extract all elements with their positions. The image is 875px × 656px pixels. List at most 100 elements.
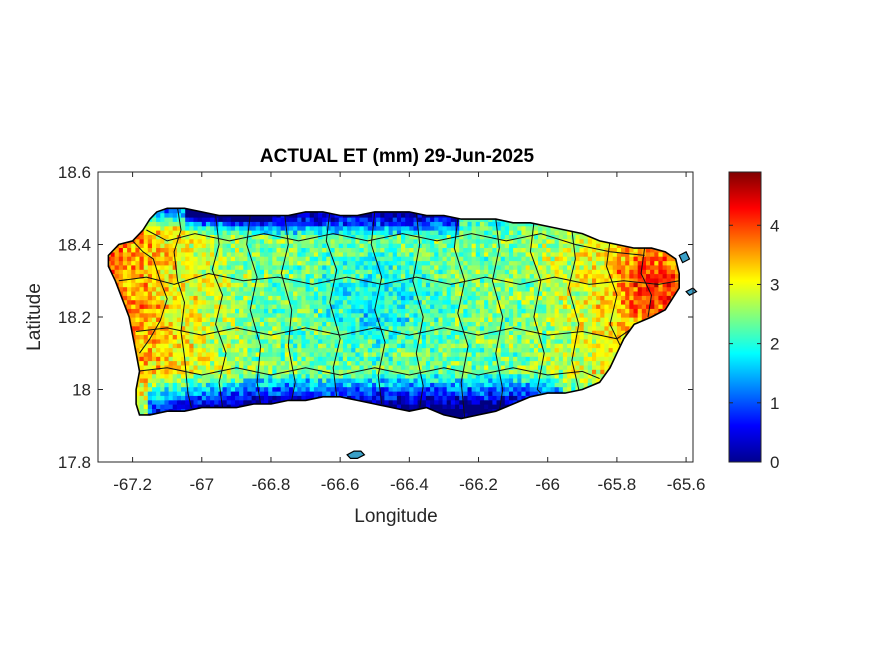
raster-cell (529, 347, 535, 353)
raster-cell (135, 390, 141, 396)
raster-cell (322, 295, 327, 301)
raster-cell (322, 330, 327, 335)
raster-cell (459, 360, 464, 366)
raster-cell (550, 382, 556, 388)
raster-cell (384, 282, 390, 288)
raster-cell (405, 330, 410, 335)
raster-cell (259, 330, 265, 335)
raster-cell (338, 343, 344, 349)
raster-cell (455, 360, 460, 366)
raster-cell (488, 277, 493, 283)
raster-cell (235, 286, 240, 292)
raster-cell (338, 325, 344, 331)
raster-cell (118, 286, 124, 292)
raster-cell (446, 299, 452, 305)
raster-cell (222, 317, 228, 322)
raster-cell (633, 317, 639, 322)
raster-cell (455, 290, 460, 296)
raster-cell (558, 360, 564, 366)
raster-cell (181, 395, 186, 401)
raster-cell (500, 277, 506, 283)
raster-cell (471, 303, 477, 309)
raster-cell (463, 369, 469, 375)
raster-cell (135, 399, 141, 405)
raster-cell (210, 382, 215, 388)
raster-cell (612, 343, 618, 349)
raster-cell (143, 351, 149, 357)
raster-cell (139, 360, 145, 366)
raster-cell (425, 399, 431, 405)
raster-cell (421, 325, 427, 331)
raster-cell (284, 390, 290, 396)
raster-cell (637, 303, 643, 309)
raster-cell (430, 299, 435, 305)
raster-cell (160, 347, 166, 353)
raster-cell (471, 373, 477, 379)
raster-cell (521, 325, 527, 331)
raster-cell (583, 308, 589, 314)
raster-cell (268, 286, 273, 292)
raster-cell (326, 295, 332, 301)
raster-cell (604, 308, 610, 314)
raster-cell (284, 286, 290, 292)
raster-cell (463, 360, 469, 366)
raster-cell (517, 286, 523, 292)
raster-cell (251, 360, 257, 366)
raster-cell (338, 321, 344, 327)
raster-cell (193, 286, 199, 292)
raster-cell (455, 273, 460, 279)
raster-cell (496, 338, 502, 344)
raster-cell (446, 330, 452, 335)
raster-cell (442, 338, 448, 344)
raster-cell (197, 369, 203, 375)
raster-cell (152, 295, 157, 301)
raster-cell (160, 338, 166, 344)
raster-cell (284, 395, 290, 401)
raster-cell (475, 343, 481, 349)
raster-cell (247, 303, 253, 309)
raster-cell (434, 321, 439, 327)
raster-cell (372, 277, 377, 283)
raster-cell (509, 308, 514, 314)
raster-cell (205, 338, 211, 344)
raster-cell (388, 277, 394, 283)
raster-cell (218, 282, 224, 288)
raster-cell (463, 343, 469, 349)
raster-cell (201, 282, 207, 288)
raster-cell (509, 286, 514, 292)
raster-cell (592, 369, 597, 375)
raster-cell (430, 369, 435, 375)
raster-cell (280, 312, 286, 318)
raster-cell (330, 351, 336, 357)
raster-cell (122, 273, 128, 279)
raster-cell (172, 282, 178, 288)
raster-cell (251, 273, 257, 279)
raster-cell (413, 277, 419, 283)
raster-cell (662, 290, 668, 296)
raster-cell (189, 382, 195, 388)
raster-cell (550, 330, 556, 335)
raster-cell (218, 277, 224, 283)
raster-cell (550, 308, 556, 314)
raster-cell (496, 303, 502, 309)
raster-cell (384, 277, 390, 283)
raster-cell (579, 321, 585, 327)
raster-cell (247, 395, 253, 401)
raster-cell (210, 282, 215, 288)
raster-cell (666, 286, 672, 292)
raster-cell (201, 334, 207, 340)
raster-cell (562, 290, 568, 296)
raster-cell (376, 317, 381, 322)
raster-cell (189, 404, 195, 409)
raster-cell (376, 312, 381, 318)
raster-cell (430, 321, 435, 327)
raster-cell (230, 308, 236, 314)
raster-cell (380, 364, 386, 370)
raster-cell (571, 373, 576, 379)
raster-cell (139, 325, 145, 331)
raster-cell (654, 308, 660, 314)
raster-cell (488, 334, 493, 340)
raster-cell (509, 360, 514, 366)
raster-cell (226, 390, 232, 396)
raster-cell (172, 373, 178, 379)
